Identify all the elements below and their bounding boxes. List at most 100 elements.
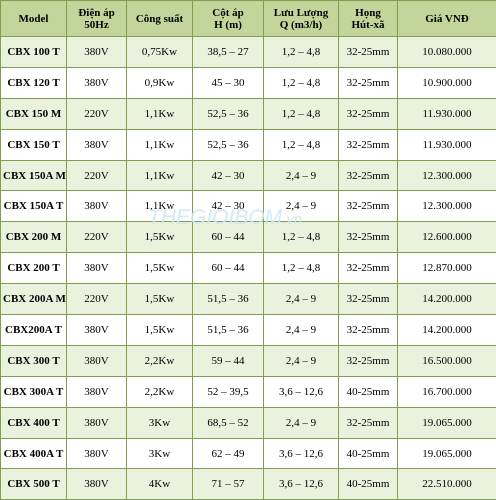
cell-price: 19.065.000 (397, 437, 496, 470)
cell-port: 40-25mm (338, 468, 398, 500)
cell-model: CBX 120 T (0, 66, 67, 99)
column-header-price-line: Giá VNĐ (425, 12, 469, 25)
cell-model: CBX 150A M (0, 159, 67, 192)
table-row: CBX 300 T 380V 2,2Kw 59 – 44 2,4 – 9 32-25mm 1… (0, 344, 496, 377)
cell-power: 1,1Kw (126, 159, 193, 192)
table-row: CBX 200 T 380V 1,5Kw 60 – 44 1,2 – 4,8 32-25m… (0, 252, 496, 285)
table-row: CBX 400 T 380V 3Kw 68,5 – 52 2,4 – 9 32-25mm 1… (0, 406, 496, 439)
cell-port: 32-25mm (338, 252, 398, 285)
table-row: CBX 150 T 380V 1,1Kw 52,5 – 36 1,2 – 4,8 32-2… (0, 128, 496, 161)
column-header-flow: Lưu Lượng Q (m3/h) (263, 0, 339, 37)
cell-power: 2,2Kw (126, 344, 193, 377)
cell-port: 32-25mm (338, 128, 398, 161)
cell-port: 32-25mm (338, 97, 398, 130)
cell-price: 11.930.000 (397, 128, 496, 161)
cell-price: 11.930.000 (397, 97, 496, 130)
column-header-voltage: Điện áp 50Hz (66, 0, 127, 37)
cell-flow: 3,6 – 12,6 (263, 437, 339, 470)
cell-flow: 2,4 – 9 (263, 406, 339, 439)
cell-voltage: 380V (66, 66, 127, 99)
cell-voltage: 220V (66, 97, 127, 130)
cell-voltage: 380V (66, 252, 127, 285)
table-row: CBX 120 T 380V 0,9Kw 45 – 30 1,2 – 4,8 32-25m… (0, 66, 496, 99)
cell-voltage: 380V (66, 128, 127, 161)
cell-flow: 1,2 – 4,8 (263, 128, 339, 161)
column-header-flow-line: Q (m3/h) (279, 18, 323, 31)
cell-port: 32-25mm (338, 344, 398, 377)
table-row: CBX 150 M 220V 1,1Kw 52,5 – 36 1,2 – 4,8 32-2… (0, 97, 496, 130)
column-header-flow-line: Lưu Lượng (273, 6, 329, 19)
column-header-price: Giá VNĐ (397, 0, 496, 37)
table-row: CBX 200A M 220V 1,5Kw 51,5 – 36 2,4 – 9 32-25… (0, 283, 496, 316)
cell-model: CBX 200 T (0, 252, 67, 285)
cell-price: 22.510.000 (397, 468, 496, 500)
cell-power: 1,5Kw (126, 252, 193, 285)
column-header-model: Model (0, 0, 67, 37)
table-row: CBX 500 T 380V 4Kw 71 – 57 3,6 – 12,6 40-25mm… (0, 468, 496, 500)
cell-head: 42 – 30 (192, 190, 264, 223)
cell-head: 60 – 44 (192, 252, 264, 285)
cell-power: 0,9Kw (126, 66, 193, 99)
column-header-head: Cột áp H (m) (192, 0, 264, 37)
table-body: CBX 100 T 380V 0,75Kw 38,5 – 27 1,2 – 4,8 32-… (0, 36, 496, 500)
cell-port: 32-25mm (338, 36, 398, 68)
cell-power: 4Kw (126, 468, 193, 500)
column-header-port-line: Họng (355, 6, 381, 19)
cell-voltage: 380V (66, 468, 127, 500)
cell-head: 51,5 – 36 (192, 283, 264, 316)
cell-voltage: 380V (66, 406, 127, 439)
table-row: CBX 400A T 380V 3Kw 62 – 49 3,6 – 12,6 40-25m… (0, 437, 496, 470)
cell-head: 38,5 – 27 (192, 36, 264, 68)
cell-power: 3Kw (126, 437, 193, 470)
cell-voltage: 220V (66, 221, 127, 254)
cell-head: 52,5 – 36 (192, 128, 264, 161)
table-row: CBX 100 T 380V 0,75Kw 38,5 – 27 1,2 – 4,8 32-… (0, 36, 496, 68)
cell-power: 1,1Kw (126, 190, 193, 223)
cell-model: CBX200A T (0, 314, 67, 346)
table-row: CBX 150A T 380V 1,1Kw 42 – 30 2,4 – 9 32-25mm… (0, 190, 496, 223)
cell-port: 32-25mm (338, 66, 398, 99)
cell-flow: 1,2 – 4,8 (263, 97, 339, 130)
cell-head: 42 – 30 (192, 159, 264, 192)
cell-flow: 3,6 – 12,6 (263, 375, 339, 408)
table-row: CBX200A T 380V 1,5Kw 51,5 – 36 2,4 – 9 32-25m… (0, 314, 496, 346)
cell-head: 62 – 49 (192, 437, 264, 470)
cell-port: 40-25mm (338, 437, 398, 470)
cell-price: 10.900.000 (397, 66, 496, 99)
column-header-port: Họng Hút-xã (338, 0, 398, 37)
table-header: Model Điện áp 50Hz Công suất Cột áp H (m) Lưu … (0, 0, 496, 37)
cell-flow: 2,4 – 9 (263, 283, 339, 316)
cell-model: CBX 150 T (0, 128, 67, 161)
cell-model: CBX 300A T (0, 375, 67, 408)
cell-power: 0,75Kw (126, 36, 193, 68)
cell-power: 1,1Kw (126, 128, 193, 161)
cell-model: CBX 150A T (0, 190, 67, 223)
cell-port: 40-25mm (338, 375, 398, 408)
table-row: CBX 150A M 220V 1,1Kw 42 – 30 2,4 – 9 32-25mm… (0, 159, 496, 192)
cell-port: 32-25mm (338, 406, 398, 439)
cell-head: 45 – 30 (192, 66, 264, 99)
cell-price: 12.300.000 (397, 190, 496, 223)
cell-flow: 1,2 – 4,8 (263, 36, 339, 68)
column-header-port-line: Hút-xã (351, 18, 385, 31)
cell-port: 32-25mm (338, 159, 398, 192)
cell-price: 16.500.000 (397, 344, 496, 377)
column-header-head-line: H (m) (214, 18, 242, 31)
cell-flow: 1,2 – 4,8 (263, 252, 339, 285)
cell-port: 32-25mm (338, 221, 398, 254)
cell-head: 51,5 – 36 (192, 314, 264, 346)
cell-flow: 1,2 – 4,8 (263, 66, 339, 99)
cell-power: 2,2Kw (126, 375, 193, 408)
cell-head: 52 – 39,5 (192, 375, 264, 408)
cell-power: 1,1Kw (126, 97, 193, 130)
cell-model: CBX 300 T (0, 344, 67, 377)
cell-voltage: 380V (66, 437, 127, 470)
cell-model: CBX 400A T (0, 437, 67, 470)
cell-port: 32-25mm (338, 314, 398, 346)
cell-model: CBX 500 T (0, 468, 67, 500)
cell-power: 1,5Kw (126, 314, 193, 346)
cell-model: CBX 150 M (0, 97, 67, 130)
cell-flow: 1,2 – 4,8 (263, 221, 339, 254)
